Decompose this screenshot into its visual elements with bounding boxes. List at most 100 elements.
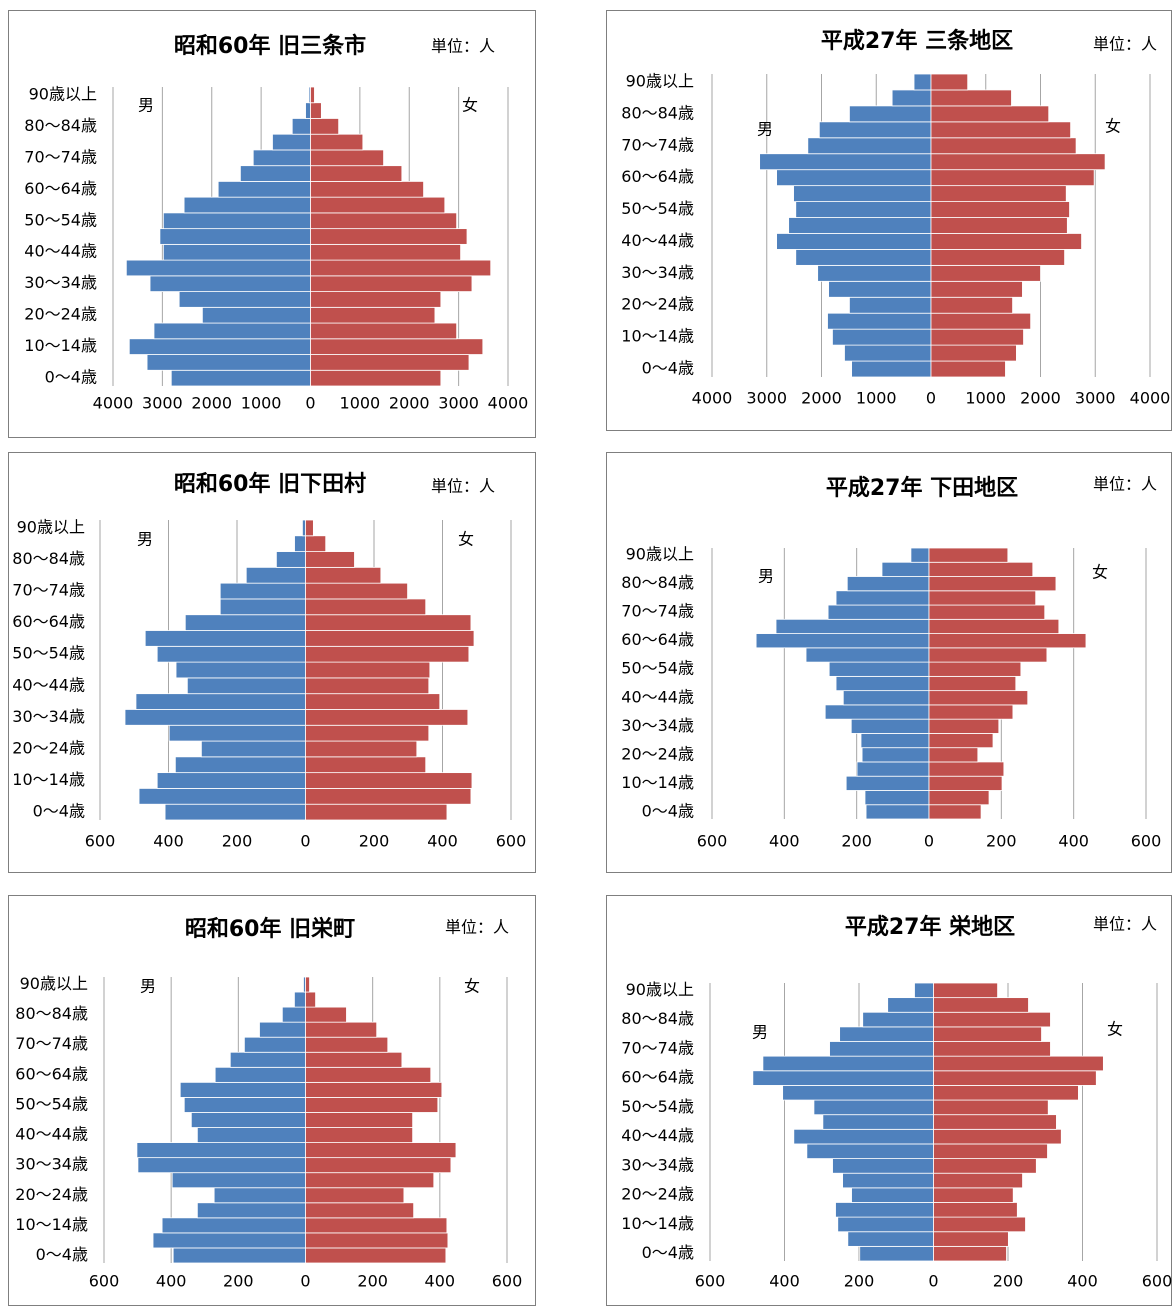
- bar: [788, 217, 932, 234]
- y-tick-label: 0〜4歳: [36, 1245, 88, 1264]
- bar: [928, 733, 994, 749]
- bar: [933, 1085, 1079, 1101]
- x-tick-label: 200: [986, 832, 1017, 851]
- legend-label: 男: [758, 567, 774, 586]
- x-tick-label: 400: [769, 832, 800, 851]
- y-tick-label: 30〜34歳: [12, 707, 85, 726]
- bar: [310, 228, 468, 245]
- bar: [305, 756, 427, 774]
- bar: [305, 1247, 447, 1264]
- legend-label: 女: [462, 96, 478, 115]
- legend-label: 女: [458, 530, 474, 549]
- bar: [135, 693, 306, 710]
- x-tick-label: 3000: [746, 389, 787, 408]
- bar: [928, 618, 1060, 634]
- bar: [845, 775, 930, 791]
- y-tick-label: 10〜14歳: [24, 336, 97, 355]
- bar: [305, 1172, 435, 1189]
- bar: [865, 804, 930, 820]
- x-tick-label: 0: [300, 1272, 310, 1291]
- bar: [930, 169, 1095, 187]
- bar: [305, 582, 408, 600]
- bar: [859, 1245, 934, 1262]
- x-tick-label: 200: [223, 1272, 254, 1291]
- bar: [305, 724, 430, 742]
- bar: [832, 328, 932, 346]
- bar: [755, 633, 930, 649]
- bar: [928, 747, 979, 763]
- bar: [851, 360, 932, 378]
- bar: [310, 291, 442, 308]
- bar: [305, 614, 472, 631]
- bar: [196, 1202, 306, 1219]
- x-tick-label: 1000: [965, 389, 1006, 408]
- y-tick-label: 40〜44歳: [621, 231, 694, 250]
- y-tick-label: 70〜74歳: [621, 602, 694, 621]
- bar: [305, 551, 355, 568]
- bar: [171, 1172, 306, 1189]
- bar: [310, 212, 458, 230]
- bar: [933, 1187, 1014, 1203]
- x-tick-label: 400: [427, 832, 458, 851]
- bar: [161, 1217, 306, 1234]
- bar: [849, 105, 932, 123]
- x-tick-label: 600: [697, 832, 728, 851]
- bar: [933, 1055, 1104, 1072]
- y-tick-label: 70〜74歳: [24, 147, 97, 166]
- bar: [175, 661, 306, 679]
- bar: [930, 360, 1006, 378]
- bar: [200, 740, 306, 758]
- y-tick-label: 90歳以上: [626, 545, 694, 564]
- bar: [310, 181, 424, 198]
- bar: [832, 1158, 934, 1174]
- x-tick-label: 1000: [856, 389, 897, 408]
- bar: [146, 354, 311, 371]
- x-tick-label: 600: [1142, 1272, 1173, 1291]
- bar: [818, 121, 932, 139]
- bar: [930, 233, 1082, 250]
- bar: [930, 249, 1065, 266]
- y-tick-label: 60〜64歳: [621, 167, 694, 186]
- bar: [805, 647, 930, 663]
- x-tick-label: 400: [156, 1272, 187, 1291]
- x-tick-label: 400: [425, 1272, 456, 1291]
- y-tick-label: 40〜44歳: [15, 1125, 88, 1144]
- bar: [910, 547, 930, 563]
- y-tick-label: 20〜24歳: [12, 738, 85, 757]
- bar: [229, 1051, 306, 1068]
- bar: [817, 264, 932, 282]
- bar: [310, 118, 340, 135]
- x-tick-label: 200: [993, 1272, 1024, 1291]
- bar: [219, 582, 306, 600]
- y-tick-label: 90歳以上: [626, 71, 694, 90]
- bar: [305, 1051, 403, 1068]
- bar: [822, 1114, 934, 1130]
- x-tick-label: 400: [153, 832, 184, 851]
- bar: [305, 1142, 457, 1159]
- bar: [828, 661, 930, 677]
- bar: [759, 153, 932, 171]
- x-tick-label: 4000: [93, 394, 134, 413]
- bar: [152, 1232, 306, 1249]
- bar: [305, 1187, 405, 1204]
- bar: [156, 772, 306, 789]
- bar: [184, 614, 306, 631]
- y-tick-label: 20〜24歳: [15, 1185, 88, 1204]
- bar: [153, 322, 311, 340]
- bar: [196, 1127, 306, 1143]
- y-tick-label: 60〜64歳: [24, 179, 97, 198]
- bar: [170, 369, 311, 387]
- bar: [928, 647, 1048, 663]
- chart-title: 平成27年 下田地区: [826, 475, 1018, 501]
- y-tick-label: 40〜44歳: [621, 1126, 694, 1145]
- bar: [928, 675, 1017, 692]
- bar: [829, 1041, 934, 1057]
- chart-title: 平成27年 三条地区: [821, 28, 1013, 54]
- x-tick-label: 1000: [241, 394, 282, 413]
- legend-label: 男: [138, 96, 154, 115]
- chart-title: 平成27年 栄地区: [845, 914, 1015, 940]
- legend-label: 男: [752, 1023, 768, 1042]
- bar: [933, 1070, 1097, 1086]
- bar: [310, 196, 446, 214]
- bar: [144, 630, 306, 647]
